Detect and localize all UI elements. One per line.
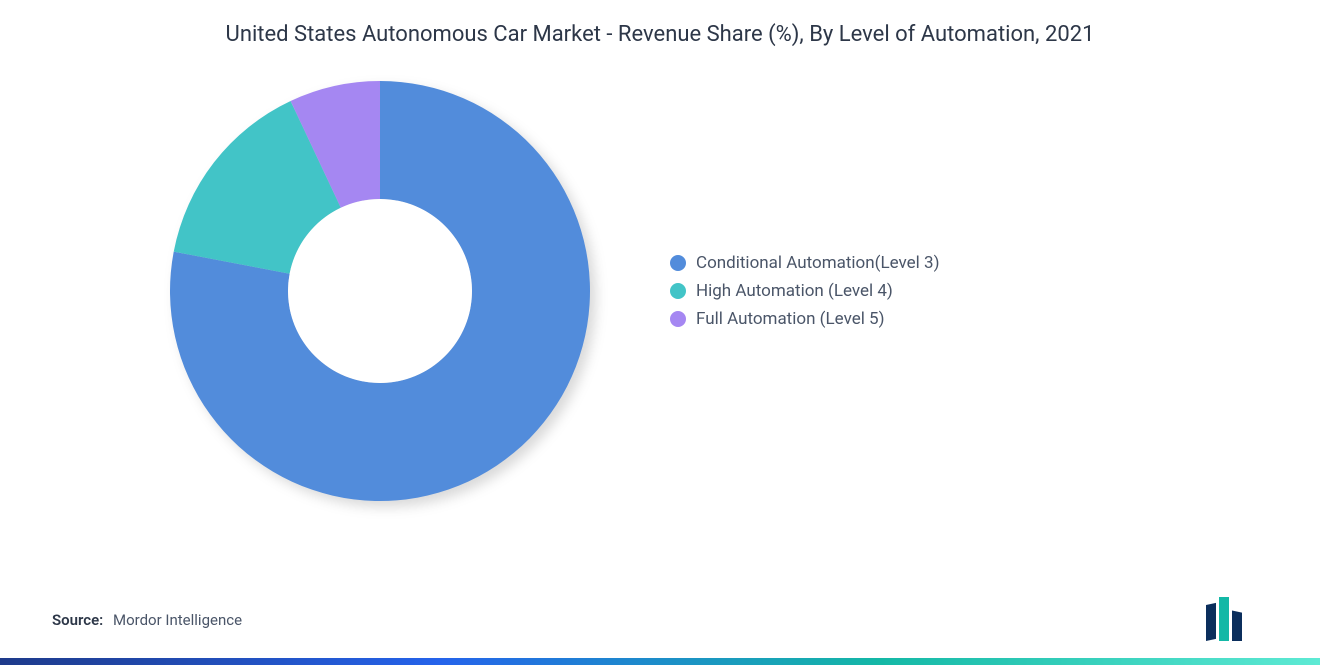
- brand-logo: [1206, 597, 1280, 641]
- source-label: Source:: [52, 611, 103, 629]
- legend-item-0: Conditional Automation(Level 3): [670, 253, 940, 273]
- donut-chart: [170, 81, 590, 501]
- legend: Conditional Automation(Level 3) High Auto…: [670, 253, 940, 329]
- logo-bar-2: [1232, 611, 1242, 641]
- legend-label-0: Conditional Automation(Level 3): [696, 253, 940, 273]
- legend-item-2: Full Automation (Level 5): [670, 309, 940, 329]
- donut-svg: [170, 81, 590, 501]
- chart-container: United States Autonomous Car Market - Re…: [0, 0, 1320, 665]
- legend-item-1: High Automation (Level 4): [670, 281, 940, 301]
- legend-swatch-2: [670, 311, 686, 327]
- legend-swatch-0: [670, 255, 686, 271]
- legend-swatch-1: [670, 283, 686, 299]
- source-line: Source: Mordor Intelligence: [52, 611, 242, 629]
- source-value: Mordor Intelligence: [113, 611, 242, 629]
- legend-label-1: High Automation (Level 4): [696, 281, 893, 301]
- logo-bar-1: [1219, 597, 1229, 641]
- chart-title: United States Autonomous Car Market - Re…: [210, 20, 1110, 51]
- legend-label-2: Full Automation (Level 5): [696, 309, 885, 329]
- logo-bar-0: [1206, 603, 1216, 641]
- donut-hole: [288, 199, 472, 383]
- chart-body: Conditional Automation(Level 3) High Auto…: [40, 81, 1280, 501]
- gradient-bar: [0, 658, 1320, 665]
